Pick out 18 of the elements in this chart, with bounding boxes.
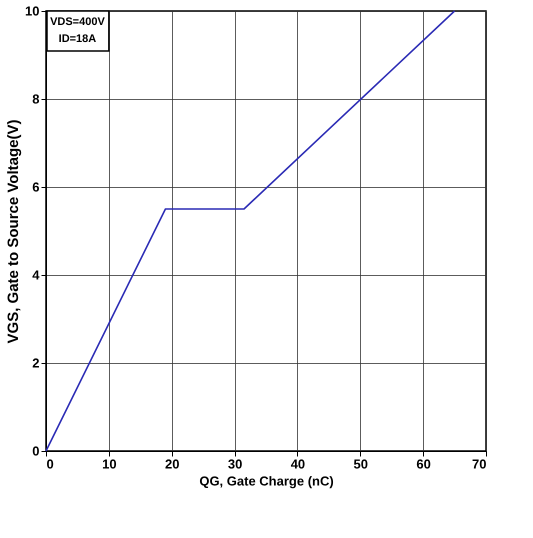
x-tick-label: 40 [290,456,306,472]
x-tick-label: 50 [354,456,368,472]
x-tick-label: 10 [102,456,117,472]
x-tick-label: 20 [164,456,180,472]
x-tick-label: 60 [416,456,431,472]
y-tick-label: 0 [32,444,40,458]
y-tick-label: 10 [25,4,40,18]
x-tick-label: 70 [472,456,486,472]
y-tick-label: 6 [32,180,40,194]
y-tick-label: 2 [32,356,40,370]
x-tick-label: 0 [46,456,54,472]
annotation: VDS=400V [50,16,106,28]
y-tick-label: 8 [32,92,40,106]
x-tick-label: 30 [228,456,242,472]
x-axis-title: QG, Gate Charge (nC) [199,474,334,488]
y-axis-title: VGS, Gate to Source Voltage(V) [5,120,22,344]
y-tick-label: 4 [32,268,40,282]
annotation: ID=18A [58,33,96,45]
